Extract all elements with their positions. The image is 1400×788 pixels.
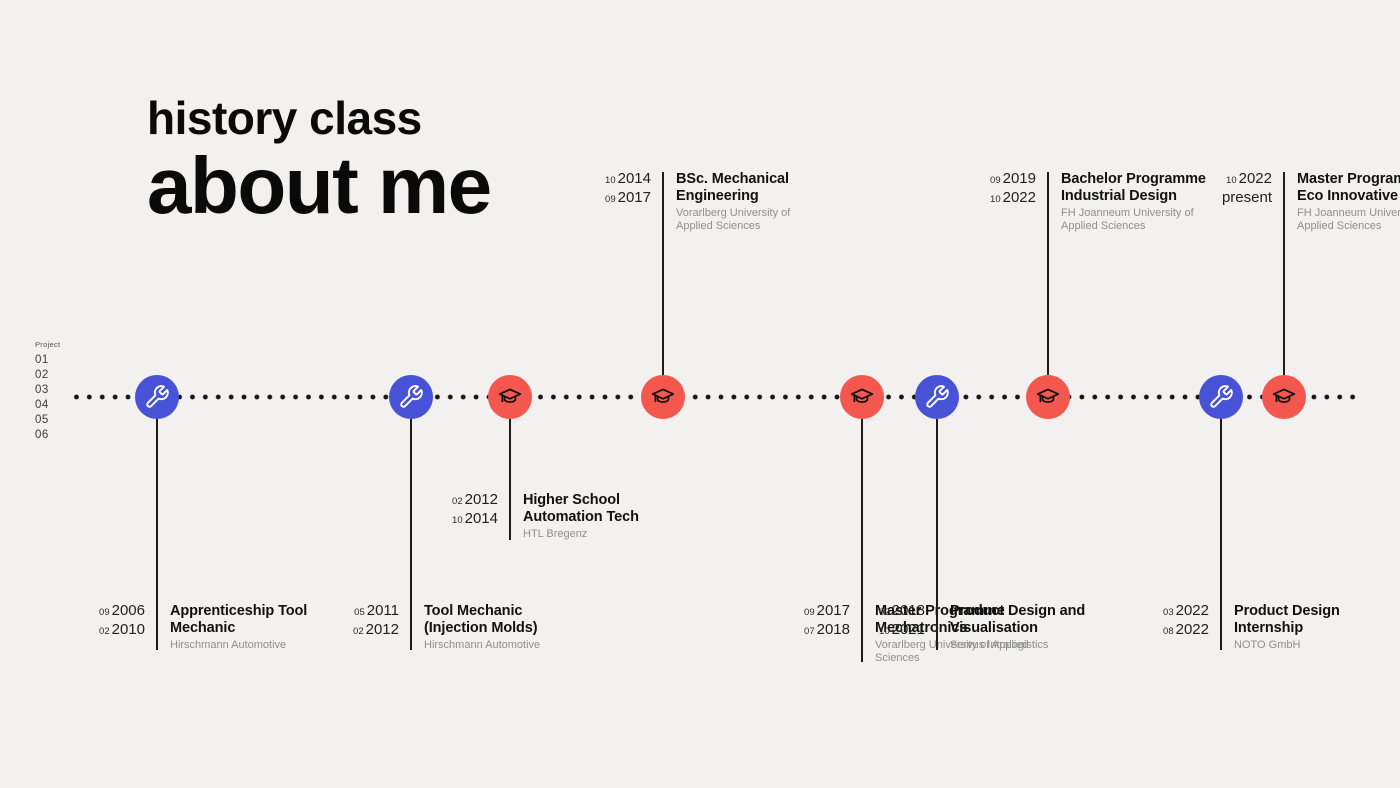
- event-dates: 09 2019 10 2022: [941, 170, 1036, 208]
- event-dates: 09 2006 02 2010: [50, 602, 145, 640]
- event-info: Master Programme Mechatronics Vorarlberg…: [875, 603, 1065, 664]
- project-index-panel: Project 01 02 03 04 05 06: [35, 340, 60, 443]
- event-start-date: 09 2006: [99, 602, 145, 619]
- timeline-node-work: [915, 375, 959, 419]
- event-dates: 02 2018 10 2021: [830, 602, 925, 640]
- event-info: Product Design Internship NOTO GmbH: [1234, 603, 1400, 652]
- project-index-item: 03: [35, 384, 49, 396]
- event-subtitle: HTL Bregenz: [523, 528, 588, 540]
- event-end-date: 10 2022: [990, 188, 1036, 206]
- event-subtitle: Vorarlberg University of Applied Science…: [875, 639, 1029, 664]
- event-subtitle: Servus Intralogistics: [950, 639, 1049, 651]
- wrench-icon: [1210, 385, 1233, 408]
- event-subtitle: FH Joanneum University of Applied Scienc…: [1297, 207, 1400, 232]
- event-start-date: 10 2022: [1226, 170, 1272, 187]
- event-end-date: 08 2022: [1163, 620, 1209, 638]
- event-title: BSc. Mechanical Engineering: [676, 171, 789, 204]
- event-connector-line: [936, 419, 938, 650]
- project-index-item: 02: [35, 369, 49, 381]
- event-connector-line: [1283, 172, 1285, 375]
- event-dates: 10 2014 09 2017: [556, 170, 651, 208]
- event-dates: 05 2011 02 2012: [304, 602, 399, 640]
- event-title: Master Programme Mechatronics: [875, 603, 1005, 636]
- event-info: Apprenticeship Tool Mechanic Hirschmann …: [170, 603, 360, 652]
- event-connector-line: [410, 419, 412, 650]
- event-end-date: present: [1221, 188, 1272, 206]
- event-title: Apprenticeship Tool Mechanic: [170, 603, 308, 636]
- timeline-node-work: [135, 375, 179, 419]
- event-connector-line: [1047, 172, 1049, 375]
- graduation-cap-icon: [651, 388, 675, 403]
- title-line-1: history class: [147, 92, 422, 144]
- timeline-axis-dotted-line: [70, 394, 1362, 400]
- event-dates: 02 2012 10 2014: [403, 491, 498, 529]
- event-title: Product Design and Visualisation: [950, 603, 1086, 636]
- project-index-item: 05: [35, 414, 49, 426]
- event-dates: 03 2022 08 2022: [1114, 602, 1209, 640]
- graduation-cap-icon: [850, 388, 874, 403]
- event-subtitle: Hirschmann Automotive: [170, 639, 287, 651]
- event-title: Master Programme Eco Innovative Design: [1297, 171, 1400, 204]
- event-connector-line: [509, 419, 511, 540]
- event-info: Higher School Automation Tech HTL Bregen…: [523, 492, 713, 541]
- event-connector-line: [1220, 419, 1222, 650]
- project-index-label: Project: [35, 340, 61, 349]
- project-index-item: 06: [35, 429, 49, 441]
- event-dates: 10 2022 present: [1177, 170, 1272, 208]
- event-start-date: 09 2019: [990, 170, 1036, 187]
- wrench-icon: [926, 385, 949, 408]
- event-subtitle: FH Joanneum University of Applied Scienc…: [1061, 207, 1194, 232]
- event-dates: 09 2017 07 2018: [755, 602, 850, 640]
- event-end-date: 02 2012: [353, 620, 399, 638]
- timeline-node-education: [488, 375, 532, 419]
- graduation-cap-icon: [1036, 388, 1060, 403]
- event-title: Higher School Automation Tech: [523, 492, 639, 525]
- event-start-date: 10 2014: [605, 170, 651, 187]
- event-end-date: 02 2010: [99, 620, 145, 638]
- page-title: history class about me: [147, 92, 492, 230]
- event-info: BSc. Mechanical Engineering Vorarlberg U…: [676, 171, 866, 232]
- timeline-node-education: [840, 375, 884, 419]
- project-index-item: 01: [35, 354, 49, 366]
- timeline-node-education: [1262, 375, 1306, 419]
- timeline-node-work: [389, 375, 433, 419]
- timeline-node-work: [1199, 375, 1243, 419]
- graduation-cap-icon: [498, 388, 522, 403]
- event-title: Product Design Internship: [1234, 603, 1340, 636]
- event-end-date: 09 2017: [605, 188, 651, 206]
- title-line-2: about me: [147, 140, 492, 230]
- event-info: Master Programme Eco Innovative Design F…: [1297, 171, 1400, 232]
- event-start-date: 02 2018: [879, 602, 925, 619]
- event-start-date: 09 2017: [804, 602, 850, 619]
- project-index-item: 04: [35, 399, 49, 411]
- event-title: Tool Mechanic (Injection Molds): [424, 603, 538, 636]
- event-title: Bachelor Programme Industrial Design: [1061, 171, 1206, 204]
- event-subtitle: NOTO GmbH: [1234, 639, 1301, 651]
- event-subtitle: Vorarlberg University of Applied Science…: [676, 207, 791, 232]
- event-info: Tool Mechanic (Injection Molds) Hirschma…: [424, 603, 614, 652]
- timeline-node-education: [1026, 375, 1070, 419]
- wrench-icon: [146, 385, 169, 408]
- event-end-date: 10 2014: [452, 509, 498, 527]
- event-subtitle: Hirschmann Automotive: [424, 639, 541, 651]
- timeline-node-education: [641, 375, 685, 419]
- event-connector-line: [662, 172, 664, 375]
- event-info: Product Design and Visualisation Servus …: [950, 603, 1140, 652]
- event-connector-line: [861, 419, 863, 662]
- graduation-cap-icon: [1272, 388, 1296, 403]
- event-end-date: 10 2021: [879, 620, 925, 638]
- event-end-date: 07 2018: [804, 620, 850, 638]
- event-connector-line: [156, 419, 158, 650]
- wrench-icon: [400, 385, 423, 408]
- event-start-date: 05 2011: [354, 602, 399, 619]
- event-start-date: 03 2022: [1163, 602, 1209, 619]
- event-info: Bachelor Programme Industrial Design FH …: [1061, 171, 1251, 232]
- event-start-date: 02 2012: [452, 491, 498, 508]
